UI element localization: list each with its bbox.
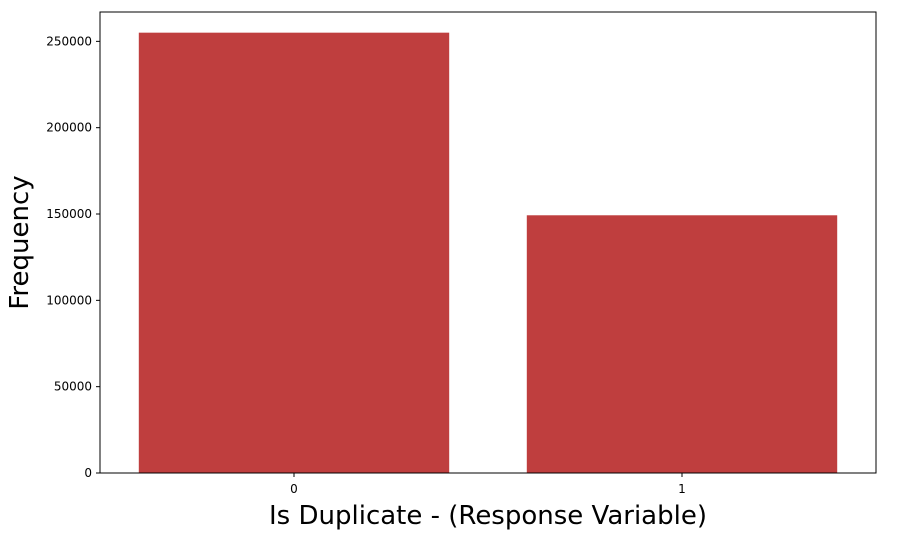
y-tick-label: 0 [84, 466, 92, 480]
y-axis-ticks: 0 50000 100000 150000 200000 250000 [46, 34, 100, 480]
y-tick-label: 250000 [46, 34, 92, 48]
x-tick-label: 0 [290, 482, 298, 496]
plot-frame [99, 11, 877, 474]
bar-1 [526, 215, 838, 473]
bars-layer [138, 32, 838, 473]
x-tick-label: 1 [678, 482, 686, 496]
y-tick-label: 100000 [46, 293, 92, 307]
y-tick-label: 200000 [46, 121, 92, 135]
y-tick-label: 150000 [46, 207, 92, 221]
y-axis-label: Frequency [5, 175, 35, 309]
x-axis-label: Is Duplicate - (Response Variable) [269, 501, 707, 531]
y-tick-label: 50000 [54, 380, 92, 394]
bar-0 [138, 32, 450, 473]
